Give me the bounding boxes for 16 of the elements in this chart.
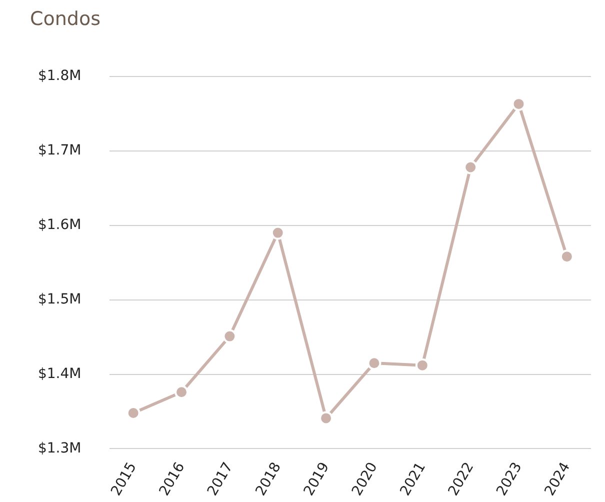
chart-title: Condos xyxy=(30,8,101,30)
y-tick-label: $1.4M xyxy=(38,366,82,382)
point xyxy=(222,329,237,344)
y-tick-label: $1.8M xyxy=(38,68,82,84)
point xyxy=(415,358,430,372)
point xyxy=(126,406,140,420)
point xyxy=(319,411,334,426)
point xyxy=(174,385,189,400)
y-tick-label: $1.6M xyxy=(38,216,82,233)
y-tick-label: $1.5M xyxy=(38,291,82,308)
point xyxy=(367,356,382,370)
point xyxy=(560,250,574,264)
y-tick-label: $1.7M xyxy=(38,142,82,159)
point xyxy=(270,226,285,240)
point xyxy=(464,160,478,174)
y-tick-label: $1.3M xyxy=(38,440,82,456)
